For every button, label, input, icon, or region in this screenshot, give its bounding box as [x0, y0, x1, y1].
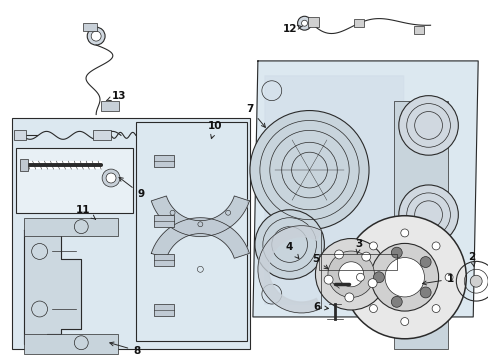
Circle shape	[368, 279, 377, 288]
Bar	[136, 122, 247, 341]
Circle shape	[420, 257, 431, 267]
Text: 1: 1	[422, 274, 454, 285]
Text: 2: 2	[468, 252, 476, 266]
Bar	[93, 130, 111, 140]
Circle shape	[470, 275, 482, 287]
Bar	[20, 159, 28, 171]
Text: 3: 3	[355, 239, 363, 254]
Circle shape	[362, 252, 371, 261]
Text: 13: 13	[106, 91, 126, 101]
Circle shape	[301, 20, 308, 26]
Polygon shape	[265, 76, 404, 304]
Circle shape	[335, 250, 343, 259]
Circle shape	[392, 247, 402, 258]
Polygon shape	[258, 226, 321, 313]
Circle shape	[106, 173, 116, 183]
Bar	[154, 255, 173, 266]
Circle shape	[371, 243, 439, 311]
Circle shape	[297, 16, 312, 30]
Bar	[154, 215, 173, 227]
Circle shape	[399, 185, 458, 244]
Circle shape	[401, 229, 409, 237]
Polygon shape	[253, 61, 478, 317]
Circle shape	[255, 210, 324, 279]
Text: 6: 6	[314, 302, 328, 312]
Text: 10: 10	[208, 121, 222, 139]
Circle shape	[102, 169, 120, 187]
Circle shape	[316, 239, 387, 310]
Text: 5: 5	[312, 255, 328, 269]
Text: 12: 12	[282, 24, 302, 34]
Circle shape	[399, 96, 458, 155]
Circle shape	[339, 262, 364, 287]
Bar	[354, 19, 364, 27]
Bar	[154, 155, 173, 167]
Text: 8: 8	[110, 342, 141, 356]
Bar	[24, 334, 118, 354]
Circle shape	[432, 305, 440, 312]
Circle shape	[87, 27, 105, 45]
Circle shape	[373, 272, 384, 283]
Text: 7: 7	[246, 104, 266, 127]
Bar	[154, 304, 173, 316]
Circle shape	[250, 111, 369, 230]
Bar	[414, 26, 424, 34]
Bar	[394, 100, 448, 349]
Circle shape	[345, 293, 354, 302]
Circle shape	[392, 296, 402, 307]
Polygon shape	[24, 222, 81, 344]
Circle shape	[343, 216, 466, 339]
Bar	[14, 130, 25, 140]
Bar	[83, 23, 97, 31]
Circle shape	[91, 31, 101, 41]
Circle shape	[369, 305, 377, 312]
Circle shape	[324, 275, 333, 284]
Bar	[101, 100, 119, 111]
Bar	[308, 17, 319, 27]
Text: 4: 4	[286, 243, 299, 258]
Circle shape	[445, 273, 453, 281]
Bar	[319, 255, 397, 270]
Circle shape	[385, 257, 424, 297]
Circle shape	[357, 273, 365, 281]
Circle shape	[369, 242, 377, 250]
Bar	[24, 218, 118, 235]
Text: 11: 11	[76, 205, 96, 219]
Polygon shape	[151, 218, 249, 258]
Circle shape	[328, 251, 374, 297]
Polygon shape	[151, 196, 249, 237]
Bar	[16, 148, 133, 213]
Circle shape	[401, 318, 409, 325]
Circle shape	[420, 287, 431, 298]
Circle shape	[432, 242, 440, 250]
Text: 9: 9	[119, 177, 145, 199]
Bar	[12, 118, 250, 349]
